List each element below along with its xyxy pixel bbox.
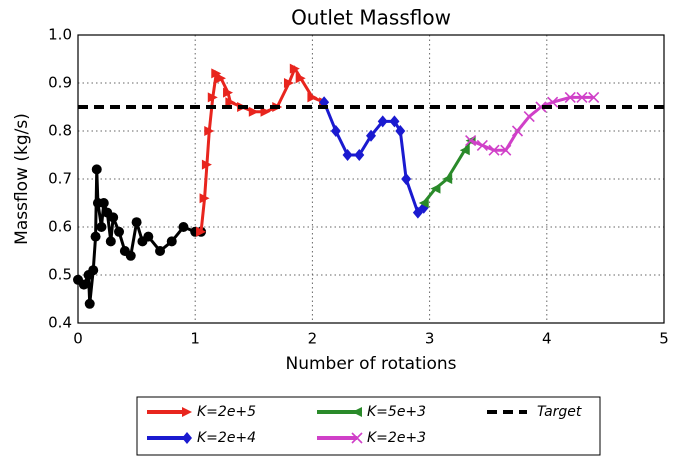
y-tick-label: 0.9: [48, 74, 72, 92]
legend-frame: [136, 396, 601, 456]
point: [289, 63, 300, 74]
point: [199, 193, 210, 204]
point: [143, 231, 154, 242]
point: [354, 149, 365, 161]
point: [389, 115, 400, 128]
x-tick-label: 2: [308, 330, 318, 348]
point: [401, 173, 412, 185]
point: [395, 125, 406, 137]
point: [283, 78, 294, 88]
point: [125, 250, 136, 261]
point: [96, 222, 107, 232]
point: [418, 198, 429, 208]
x-tick-label: 0: [73, 330, 83, 348]
point: [108, 212, 119, 223]
point: [114, 226, 125, 237]
point: [201, 159, 212, 170]
point: [459, 145, 470, 156]
legend-label: K=2e+5: [197, 404, 256, 420]
point: [182, 407, 192, 417]
point: [377, 115, 388, 128]
point: [196, 226, 207, 237]
series-line: [199, 65, 325, 232]
y-tick-label: 0.8: [48, 122, 72, 140]
legend-label: Target: [537, 404, 582, 420]
point: [535, 101, 547, 113]
point: [500, 144, 512, 156]
point: [488, 144, 500, 156]
point: [90, 231, 101, 242]
point: [204, 126, 215, 136]
point: [215, 73, 226, 84]
y-tick-label: 0.6: [48, 218, 72, 236]
legend: K=2e+5 K=2e+4 K=5e+3 K=2e+3 Target: [136, 396, 601, 456]
point: [260, 106, 271, 117]
legend-label: K=2e+3: [367, 430, 426, 446]
point: [182, 432, 192, 444]
point: [465, 135, 477, 147]
x-tick-label: 5: [659, 330, 669, 348]
point: [91, 164, 102, 175]
plot-frame: [77, 34, 665, 324]
point: [178, 222, 189, 232]
series-line: [322, 101, 425, 216]
point: [307, 92, 318, 103]
point: [342, 149, 353, 161]
point: [430, 183, 441, 194]
point: [523, 111, 535, 123]
x-tick-label: 4: [542, 330, 552, 348]
legend-label: K=5e+3: [367, 404, 426, 420]
point: [225, 97, 236, 108]
point: [564, 91, 576, 103]
point: [84, 298, 95, 309]
point: [78, 279, 89, 290]
y-axis-label: Massflow (kg/s): [12, 113, 32, 245]
point: [98, 198, 109, 208]
legend-label: K=2e+4: [197, 430, 256, 446]
x-axis-label: Number of rotations: [285, 354, 456, 374]
point: [576, 91, 588, 103]
point: [248, 106, 259, 117]
x-tick-label: 1: [190, 330, 200, 348]
point: [207, 92, 218, 103]
point: [166, 236, 177, 247]
point: [511, 125, 524, 137]
point: [295, 73, 306, 84]
point: [131, 217, 142, 228]
point: [442, 174, 453, 184]
point: [588, 91, 600, 103]
chart-title: Outlet Massflow: [291, 6, 451, 30]
point: [223, 87, 234, 98]
point: [351, 432, 363, 444]
point: [155, 246, 166, 256]
y-tick-label: 0.5: [48, 266, 72, 284]
x-tick-label: 3: [425, 330, 435, 348]
point: [366, 129, 376, 142]
point: [88, 265, 99, 276]
point: [105, 236, 116, 247]
point: [352, 407, 362, 417]
y-tick-label: 0.7: [48, 170, 72, 188]
point: [330, 125, 341, 137]
y-tick-label: 0.4: [48, 314, 72, 332]
y-tick-label: 1.0: [48, 26, 72, 44]
point: [476, 139, 488, 151]
